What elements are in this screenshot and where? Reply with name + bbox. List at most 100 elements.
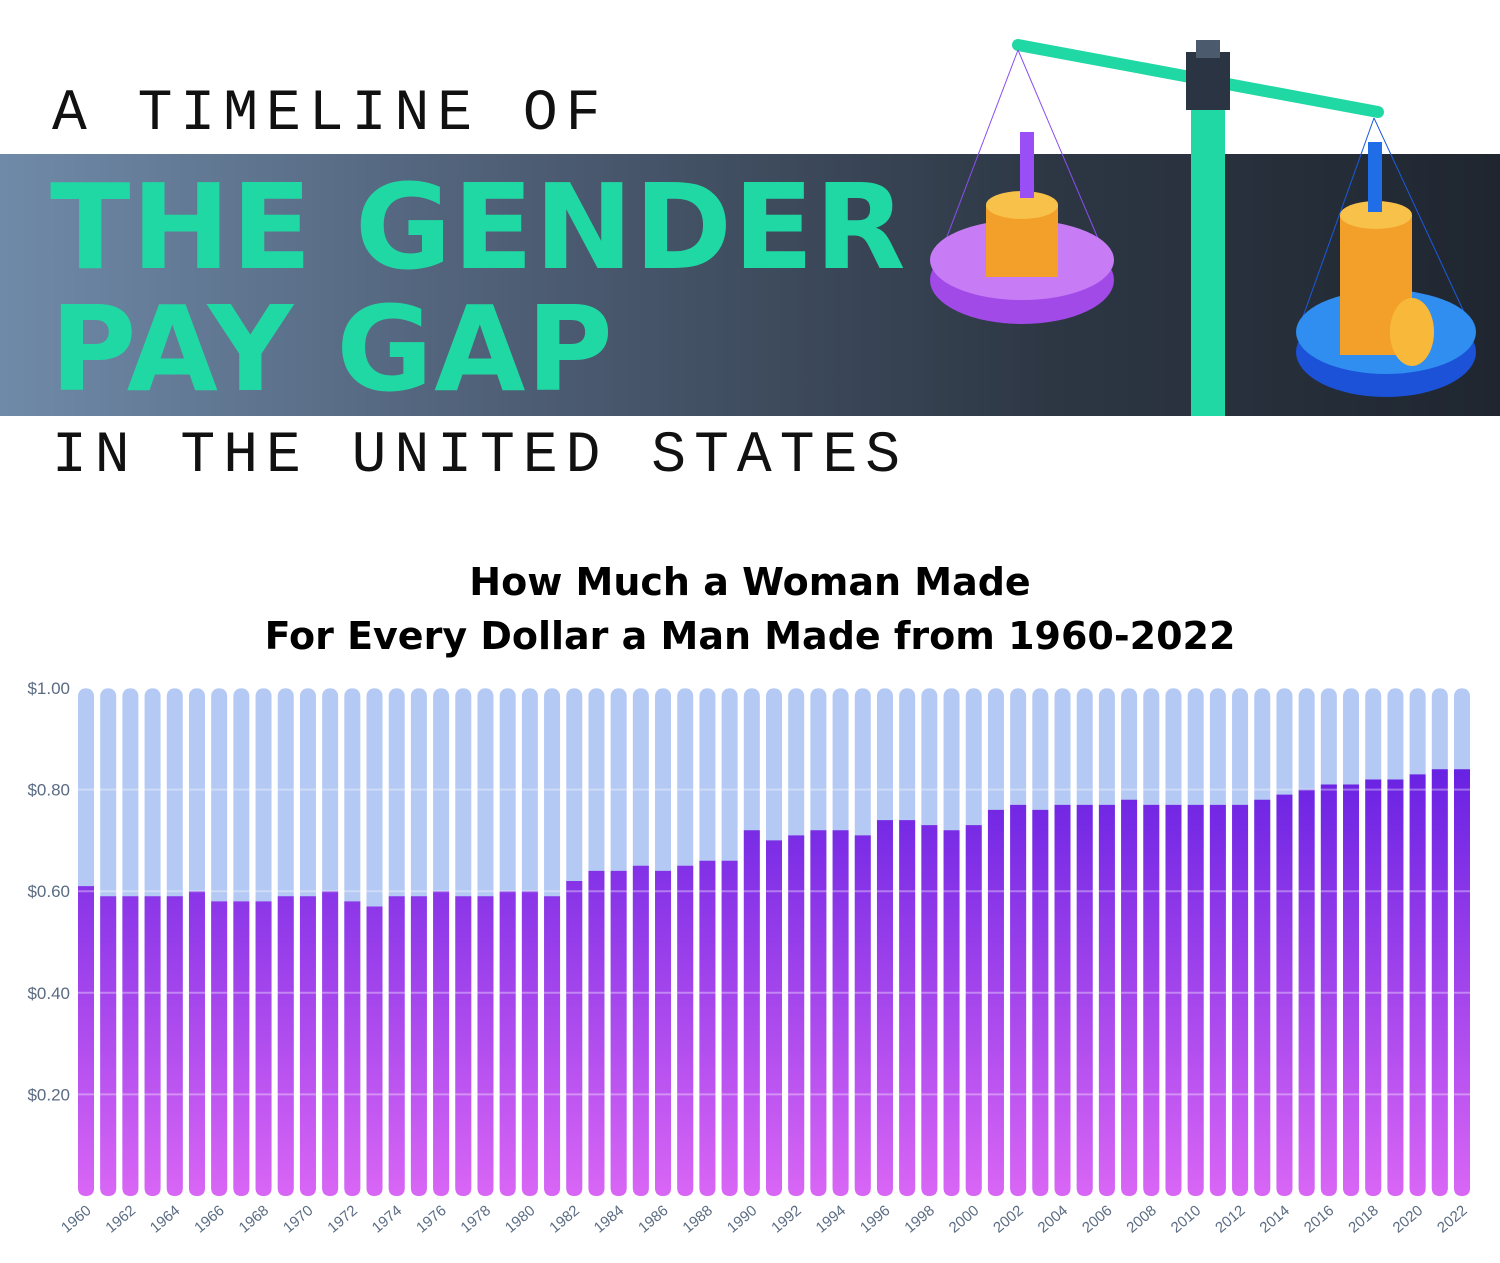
bar-1987 (677, 865, 694, 1196)
bar-1993 (810, 830, 827, 1196)
bar-1973 (366, 906, 383, 1196)
header-title-line1: THE GENDER (50, 158, 907, 296)
bar-2012 (1232, 804, 1249, 1196)
x-tick-label: 1964 (147, 1202, 183, 1236)
bar-2001 (987, 809, 1004, 1196)
x-tick-label: 1986 (635, 1202, 671, 1236)
chart-title-line1: How Much a Woman Made (469, 560, 1031, 604)
bar-2003 (1032, 809, 1049, 1196)
x-tick-label: 2014 (1257, 1202, 1293, 1236)
x-tick-label: 1960 (58, 1202, 94, 1236)
bar-1980 (521, 891, 538, 1196)
y-tick-label: $1.00 (27, 679, 70, 698)
y-tick-label: $0.80 (27, 781, 70, 800)
x-tick-label: 2018 (1345, 1202, 1381, 1236)
y-tick-label: $0.40 (27, 984, 70, 1003)
bar-1965 (188, 891, 205, 1196)
x-tick-label: 1962 (102, 1202, 138, 1236)
bar-1960 (78, 886, 94, 1196)
header-title-line2: PAY GAP (50, 280, 614, 418)
x-tick-label: 1970 (280, 1202, 316, 1236)
chart-title-line2: For Every Dollar a Man Made from 1960-20… (264, 614, 1236, 658)
x-tick-label: 2006 (1079, 1202, 1115, 1236)
bar-1990 (743, 830, 760, 1196)
dollar-coin-icon (1390, 298, 1434, 366)
x-tick-label: 1978 (458, 1202, 494, 1236)
header-pretitle: A TIMELINE OF (52, 82, 609, 147)
x-tick-label: 1996 (857, 1202, 893, 1236)
scale-pillar (1191, 90, 1225, 416)
scale-pivot-top (1196, 40, 1220, 58)
x-tick-label: 1990 (724, 1202, 760, 1236)
bar-1970 (299, 896, 316, 1196)
header-banner (0, 154, 1500, 416)
bar-1989 (721, 860, 738, 1196)
bar-1996 (876, 820, 893, 1196)
x-tick-label: 1994 (813, 1202, 849, 1236)
bar-1972 (344, 901, 361, 1196)
bar-1985 (632, 865, 649, 1196)
bar-1978 (477, 896, 494, 1196)
bar-1969 (277, 896, 294, 1196)
x-tick-label: 1984 (591, 1202, 627, 1236)
bar-1984 (610, 870, 627, 1196)
y-tick-label: $0.60 (27, 882, 70, 901)
bar-1983 (588, 870, 605, 1196)
bar-1982 (566, 881, 583, 1196)
x-tick-label: 1980 (502, 1202, 538, 1236)
bar-2010 (1187, 804, 1204, 1196)
x-tick-label: 2012 (1212, 1202, 1248, 1236)
x-tick-label: 1972 (324, 1202, 360, 1236)
scale-pivot (1186, 52, 1230, 110)
bar-2007 (1121, 799, 1138, 1196)
bar-1967 (233, 901, 250, 1196)
bar-1992 (788, 835, 805, 1196)
bar-2002 (1010, 804, 1027, 1196)
bar-1991 (766, 840, 782, 1196)
x-tick-label: 2010 (1168, 1202, 1204, 1236)
bar-2005 (1076, 804, 1093, 1196)
bar-1964 (166, 896, 183, 1196)
bar-2011 (1209, 804, 1226, 1196)
bar-2021 (1431, 769, 1448, 1196)
bar-1977 (455, 896, 472, 1196)
x-tick-label: 1982 (546, 1202, 582, 1236)
bar-1974 (388, 896, 405, 1196)
x-tick-label: 2000 (946, 1202, 982, 1236)
bar-1975 (410, 896, 427, 1196)
man-figure (1368, 142, 1382, 212)
x-tick-label: 2004 (1035, 1202, 1071, 1236)
bar-2004 (1054, 804, 1071, 1196)
x-tick-label: 1998 (901, 1202, 937, 1236)
bar-2000 (965, 825, 982, 1196)
bar-2022 (1454, 769, 1470, 1196)
bar-1968 (255, 901, 272, 1196)
bar-1963 (144, 896, 161, 1196)
bar-2008 (1143, 804, 1160, 1196)
x-tick-label: 2020 (1390, 1202, 1426, 1236)
right-pan (1296, 117, 1476, 397)
x-tick-label: 1992 (768, 1202, 804, 1236)
x-tick-label: 2022 (1434, 1202, 1470, 1236)
bar-1971 (322, 891, 339, 1196)
bar-2013 (1254, 799, 1271, 1196)
bar-2015 (1298, 789, 1315, 1196)
scale-illustration (930, 39, 1476, 416)
bar-1962 (122, 896, 139, 1196)
chart-title: How Much a Woman Made For Every Dollar a… (0, 555, 1500, 663)
x-tick-label: 1988 (679, 1202, 715, 1236)
header-subtitle: IN THE UNITED STATES (52, 424, 909, 489)
bar-2006 (1098, 804, 1115, 1196)
left-pan (930, 49, 1114, 324)
x-tick-label: 1966 (191, 1202, 227, 1236)
x-tick-label: 1974 (369, 1202, 405, 1236)
bar-1979 (499, 891, 516, 1196)
bar-1994 (832, 830, 849, 1196)
bar-1999 (943, 830, 960, 1196)
x-tick-label: 1968 (236, 1202, 272, 1236)
bar-1976 (433, 891, 450, 1196)
bar-2020 (1409, 774, 1426, 1196)
bar-1981 (544, 896, 561, 1196)
x-tick-label: 2008 (1123, 1202, 1159, 1236)
x-tick-label: 2016 (1301, 1202, 1337, 1236)
